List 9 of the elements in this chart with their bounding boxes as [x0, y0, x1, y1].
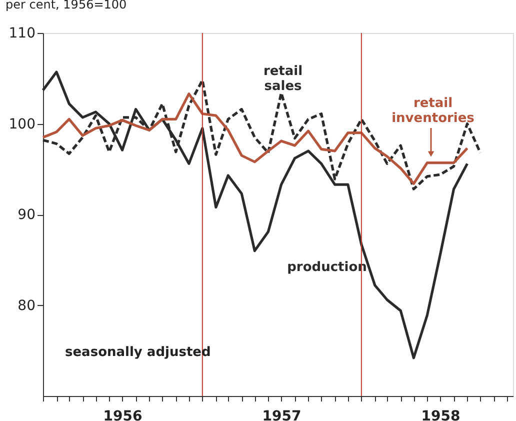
series-label: retail inventories [392, 96, 475, 126]
x-tick-label: 1956 [103, 408, 142, 421]
y-tick-label: 80 [18, 298, 36, 314]
x-tick-label: 1958 [421, 408, 460, 421]
x-tick-label: 1957 [262, 408, 302, 421]
series-label: retail sales [263, 64, 303, 94]
y-tick-label: 100 [8, 116, 36, 132]
y-tick-label: 110 [8, 26, 36, 42]
y-tick-label: 90 [18, 207, 36, 223]
